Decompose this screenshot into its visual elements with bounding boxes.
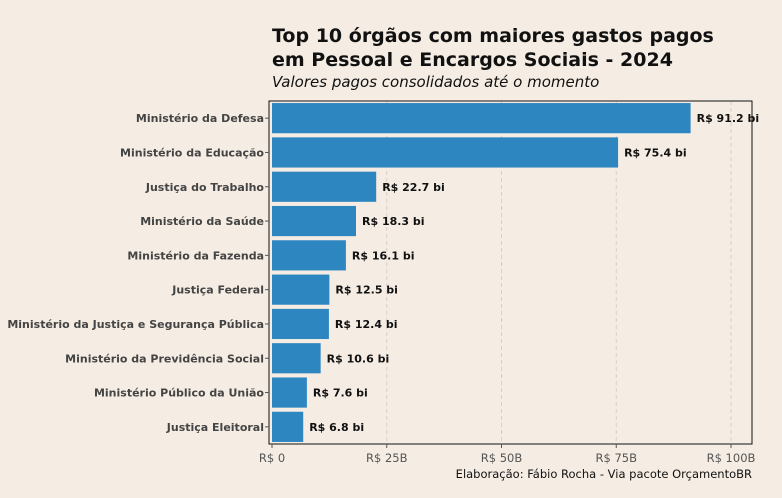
plot-frame bbox=[268, 100, 753, 445]
data-label: R$ 12.5 bi bbox=[335, 284, 398, 297]
category-label: Ministério da Justiça e Segurança Públic… bbox=[7, 318, 264, 331]
data-label: R$ 18.3 bi bbox=[362, 215, 425, 228]
bar bbox=[272, 308, 329, 340]
data-label: R$ 75.4 bi bbox=[624, 146, 687, 159]
category-label: Ministério Público da União bbox=[94, 387, 264, 400]
label-layer: Ministério da Defesa R$ 91.2 bi Ministério… bbox=[7, 112, 759, 434]
data-label: R$ 22.7 bi bbox=[382, 181, 445, 194]
bar bbox=[272, 205, 356, 237]
tick-layer: R$ 0 R$ 25B R$ 50B R$ 75B R$ 100B bbox=[259, 117, 756, 465]
data-label: R$ 6.8 bi bbox=[309, 421, 364, 434]
data-label: R$ 10.6 bi bbox=[327, 352, 390, 365]
chart-title: Top 10 órgãos com maiores gastos pagos e… bbox=[272, 25, 714, 71]
x-tick-label: R$ 75B bbox=[596, 451, 638, 465]
data-label: R$ 12.4 bi bbox=[335, 318, 398, 331]
category-label: Ministério da Defesa bbox=[136, 112, 264, 125]
chart-subtitle: Valores pagos consolidados até o momento bbox=[272, 73, 600, 91]
bar bbox=[272, 343, 321, 374]
data-label: R$ 7.6 bi bbox=[313, 387, 368, 400]
data-label: R$ 16.1 bi bbox=[352, 249, 415, 262]
x-tick-label: R$ 0 bbox=[259, 451, 285, 465]
bar bbox=[272, 171, 377, 202]
x-tick-label: R$ 50B bbox=[481, 451, 523, 465]
bar bbox=[272, 274, 330, 305]
data-label: R$ 91.2 bi bbox=[697, 112, 760, 125]
category-label: Ministério da Previdência Social bbox=[65, 352, 264, 365]
bar bbox=[272, 240, 346, 271]
category-label: Ministério da Saúde bbox=[140, 215, 264, 228]
bar bbox=[272, 411, 304, 442]
x-tick-label: R$ 25B bbox=[366, 451, 408, 465]
category-label: Justiça Eleitoral bbox=[166, 421, 264, 434]
bar-layer bbox=[272, 103, 691, 442]
category-label: Ministério da Fazenda bbox=[127, 249, 264, 262]
bar bbox=[272, 377, 307, 408]
bar bbox=[272, 137, 619, 168]
x-tick-label: R$ 100B bbox=[707, 451, 756, 465]
category-label: Justiça do Trabalho bbox=[145, 181, 265, 194]
bar bbox=[272, 103, 691, 134]
category-label: Justiça Federal bbox=[171, 284, 264, 297]
category-label: Ministério da Educação bbox=[120, 146, 264, 159]
chart-caption: Elaboração: Fábio Rocha - Via pacote Orç… bbox=[455, 467, 752, 481]
